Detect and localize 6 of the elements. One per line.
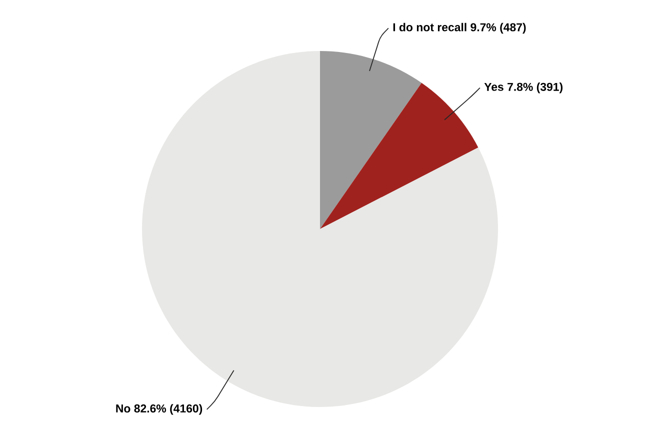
data-label: 9.7% (487) bbox=[470, 22, 526, 34]
data-label: 82.6% (4160) bbox=[134, 404, 202, 415]
slice-label: I do not recall bbox=[393, 22, 466, 32]
slice-label: No bbox=[116, 404, 130, 413]
slice-label: Yes bbox=[484, 82, 504, 91]
data-label: 7.8% (391) bbox=[508, 82, 563, 94]
